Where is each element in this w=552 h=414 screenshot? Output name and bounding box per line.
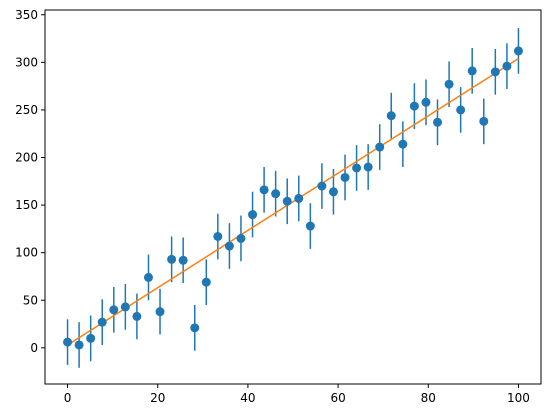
- data-point: [409, 101, 419, 111]
- x-tick-label: 20: [150, 391, 165, 405]
- y-tick-label: 50: [23, 293, 38, 307]
- data-point: [375, 142, 385, 152]
- y-tick-label: 200: [15, 151, 38, 165]
- axes-frame: [44, 9, 542, 385]
- data-point: [201, 277, 211, 287]
- data-point: [86, 333, 96, 343]
- x-tick-label: 60: [330, 391, 345, 405]
- data-point: [271, 189, 281, 199]
- data-point: [490, 67, 500, 77]
- data-point: [97, 317, 107, 327]
- data-point: [74, 340, 84, 350]
- y-tick-label: 100: [15, 246, 38, 260]
- data-point: [467, 66, 477, 76]
- data-point: [236, 233, 246, 243]
- data-point: [340, 172, 350, 182]
- data-point: [109, 305, 119, 315]
- x-tick-label: 40: [240, 391, 255, 405]
- data-point: [513, 46, 523, 56]
- data-point: [143, 272, 153, 282]
- data-point: [305, 221, 315, 231]
- data-point: [259, 185, 269, 195]
- fit-line: [67, 57, 519, 346]
- x-tick-label: 80: [421, 391, 436, 405]
- data-point: [248, 210, 258, 220]
- x-axis: 0 20 40 60 80 100: [64, 384, 530, 405]
- data-point: [398, 139, 408, 149]
- data-point: [317, 181, 327, 191]
- data-point: [120, 302, 130, 312]
- data-point: [328, 187, 338, 197]
- y-tick-label: 0: [30, 341, 38, 355]
- data-point: [502, 61, 512, 71]
- data-point: [167, 254, 177, 264]
- data-point: [190, 323, 200, 333]
- data-point: [213, 231, 223, 241]
- data-point: [294, 193, 304, 203]
- x-tick-label: 100: [507, 391, 530, 405]
- data-point: [155, 307, 165, 317]
- data-point: [63, 337, 73, 347]
- data-point: [224, 241, 234, 251]
- y-tick-label: 150: [15, 198, 38, 212]
- data-point: [178, 255, 188, 265]
- y-tick-label: 250: [15, 103, 38, 117]
- data-point: [386, 111, 396, 121]
- data-point: [363, 162, 373, 172]
- data-point: [456, 105, 466, 115]
- data-point: [444, 79, 454, 89]
- y-tick-label: 300: [15, 55, 38, 69]
- data-point: [421, 97, 431, 107]
- data-point: [282, 196, 292, 206]
- data-point: [479, 116, 489, 126]
- x-tick-label: 0: [64, 391, 72, 405]
- plot-area: [63, 28, 523, 368]
- data-point: [433, 117, 443, 127]
- data-point: [132, 311, 142, 321]
- y-axis: 0 50 100 150 200 250 300 350: [15, 8, 45, 355]
- data-point: [352, 163, 362, 173]
- y-tick-label: 350: [15, 8, 38, 22]
